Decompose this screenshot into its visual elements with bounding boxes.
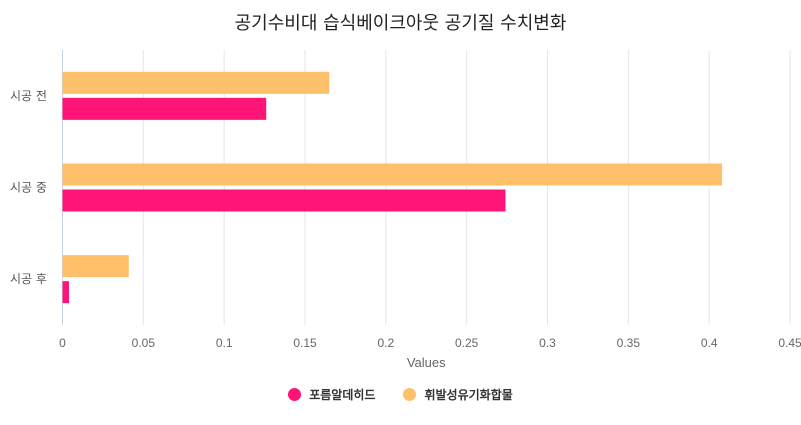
- x-tick-label: 0.2: [377, 336, 394, 350]
- category-label: 시공 중: [10, 181, 47, 195]
- bar: [62, 255, 129, 278]
- x-tick-label: 0.35: [617, 336, 641, 350]
- bar: [62, 71, 330, 94]
- bar: [62, 97, 267, 120]
- legend: 포름알데히드 휘발성유기화합물: [0, 386, 801, 403]
- bar: [62, 163, 723, 186]
- x-tick-label: 0.3: [539, 336, 556, 350]
- legend-label: 포름알데히드: [309, 388, 376, 402]
- x-tick-label: 0.25: [455, 336, 479, 350]
- x-tick-label: 0.15: [293, 336, 317, 350]
- legend-item-voc[interactable]: 휘발성유기화합물: [403, 386, 513, 403]
- x-tick-label: 0.45: [778, 336, 801, 350]
- x-tick-label: 0.05: [132, 336, 156, 350]
- chart-title: 공기수비대 습식베이크아웃 공기질 수치변화: [234, 13, 567, 34]
- category-label: 시공 후: [10, 272, 47, 286]
- bar: [62, 189, 506, 212]
- x-tick-label: 0: [59, 336, 66, 350]
- legend-marker: [288, 388, 302, 401]
- legend-label: 휘발성유기화합물: [424, 388, 513, 402]
- bar: [62, 281, 69, 304]
- x-axis-label: Values: [407, 355, 446, 370]
- x-tick-label: 0.4: [701, 336, 718, 350]
- x-tick-label: 0.1: [216, 336, 233, 350]
- category-label: 시공 전: [10, 89, 47, 103]
- legend-marker: [403, 388, 417, 401]
- legend-item-formaldehyde[interactable]: 포름알데히드: [288, 386, 375, 403]
